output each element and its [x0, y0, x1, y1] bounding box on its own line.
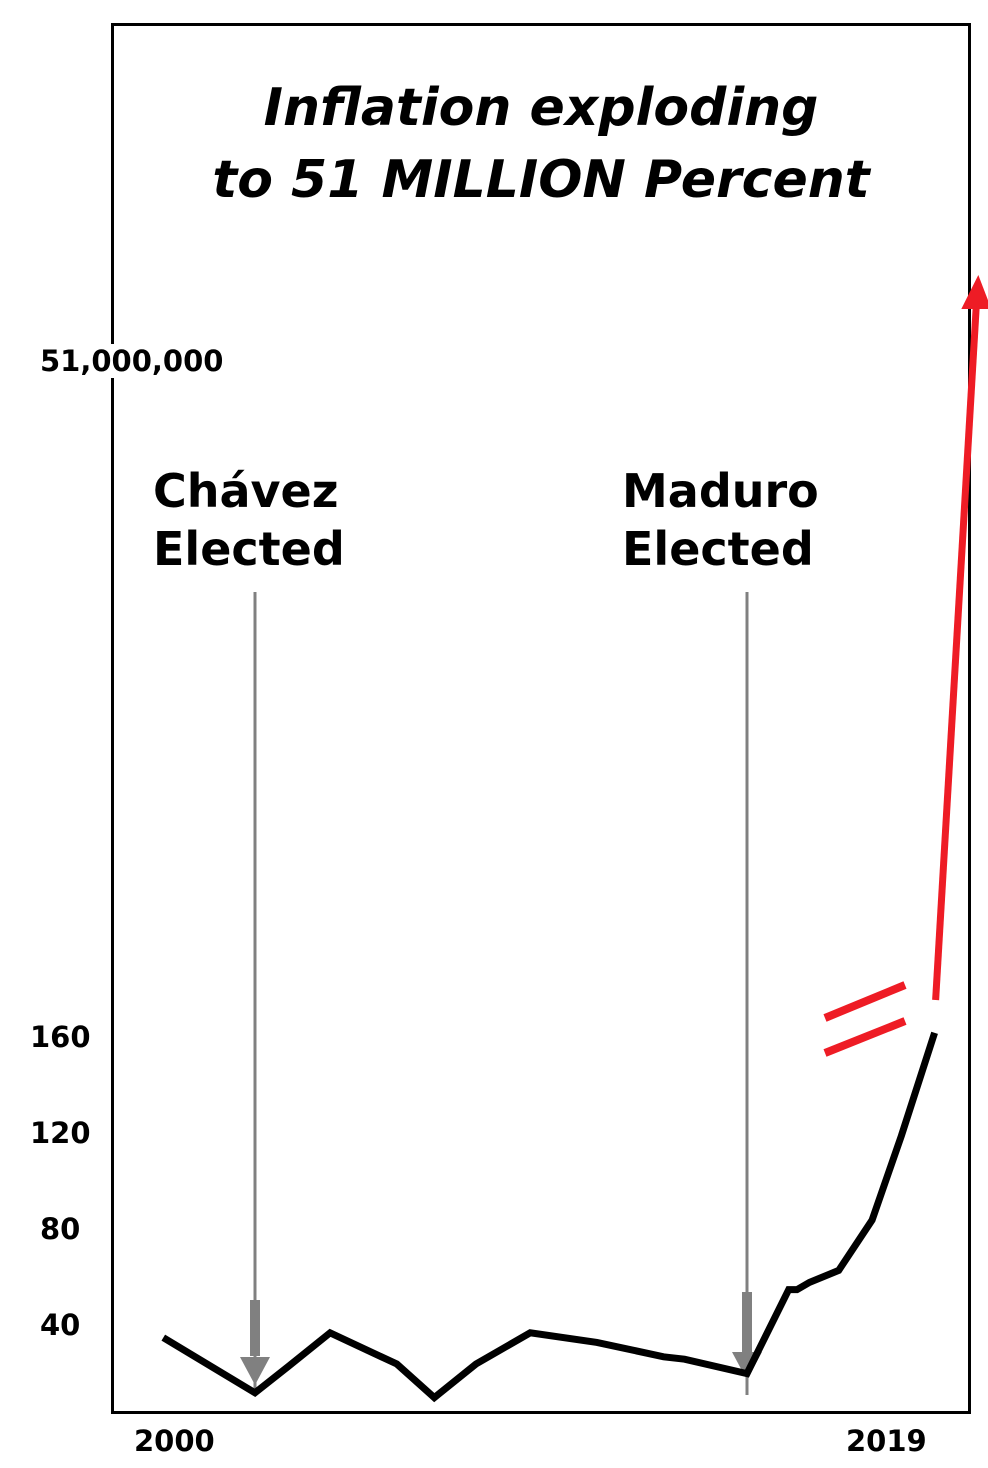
chart-title-line-1: Inflation exploding	[263, 78, 819, 138]
chavez-annotation-line-2: Elected	[153, 522, 345, 576]
maduro-annotation-line-2: Elected	[622, 522, 814, 576]
y-tick-label-80: 80	[38, 1212, 83, 1246]
chavez-marker-arrow-shaft	[250, 1300, 260, 1356]
maduro-annotation: Maduro Elected	[622, 462, 819, 578]
x-tick-label-2019: 2019	[846, 1424, 927, 1458]
axis-break-mark-lower	[823, 1017, 907, 1057]
chavez-annotation-line-1: Chávez	[153, 464, 339, 518]
y-tick-label-120: 120	[28, 1116, 93, 1150]
y-tick-label-40: 40	[38, 1308, 83, 1342]
y-tick-label-51000000: 51,000,000	[38, 344, 226, 378]
maduro-annotation-line-1: Maduro	[622, 464, 819, 518]
chart-title: Inflation exploding to 51 MILLION Percen…	[111, 72, 971, 216]
maduro-marker-arrow-shaft	[742, 1292, 752, 1356]
y-tick-label-160: 160	[28, 1020, 93, 1054]
inflation-series-line	[161, 1031, 938, 1403]
chavez-marker-arrow-head	[240, 1357, 270, 1385]
explosion-series-line	[932, 304, 980, 1001]
explosion-arrow-head	[961, 275, 988, 309]
chart-title-line-2: to 51 MILLION Percent	[212, 150, 870, 210]
chavez-annotation: Chávez Elected	[153, 462, 345, 578]
axis-break-mark-upper	[823, 981, 907, 1022]
x-tick-label-2000: 2000	[134, 1424, 215, 1458]
